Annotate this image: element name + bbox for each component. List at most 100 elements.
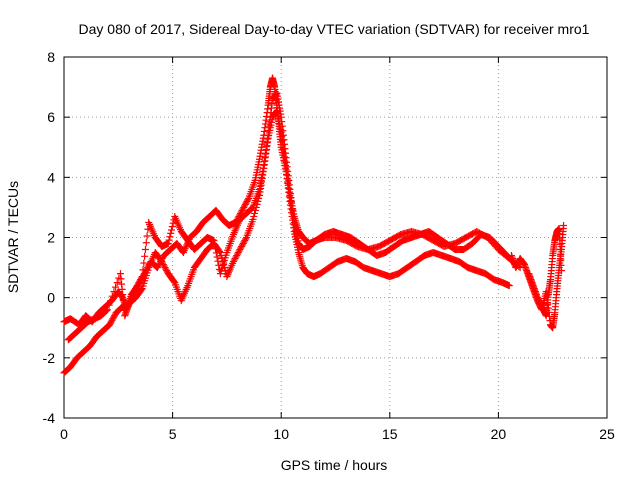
data-point xyxy=(241,200,249,208)
data-point xyxy=(236,246,244,254)
data-point xyxy=(108,292,116,300)
data-point xyxy=(160,262,168,270)
data-point xyxy=(106,319,114,327)
data-point xyxy=(158,258,166,266)
data-point xyxy=(140,259,148,267)
data-point xyxy=(138,273,146,281)
data-point xyxy=(210,237,218,245)
series-track-e xyxy=(525,224,565,320)
data-point xyxy=(168,223,176,231)
x-tick-label: 25 xyxy=(599,426,615,442)
data-point xyxy=(132,285,140,293)
x-tick-label: 20 xyxy=(491,426,507,442)
x-axis-label: GPS time / hours xyxy=(281,457,388,473)
data-point xyxy=(557,267,565,275)
axis-ticks: 0 5 10 15 20 25 -4 -2 0 2 4 6 8 xyxy=(43,49,615,442)
y-tick-label: 6 xyxy=(47,109,55,125)
data-point xyxy=(137,274,145,282)
data-point xyxy=(102,307,110,315)
data-point xyxy=(240,238,248,246)
data-point xyxy=(238,241,246,249)
data-point xyxy=(211,245,219,253)
data-point xyxy=(153,264,161,272)
data-point xyxy=(132,283,140,291)
data-point xyxy=(213,253,221,261)
data-point xyxy=(250,212,258,220)
data-point xyxy=(214,257,222,265)
data-point xyxy=(106,321,114,329)
data-point xyxy=(103,306,111,314)
data-point xyxy=(167,229,175,237)
y-tick-label: -4 xyxy=(43,410,56,426)
x-tick-label: 0 xyxy=(60,426,68,442)
data-point xyxy=(165,236,173,244)
data-points xyxy=(60,74,568,377)
data-point xyxy=(241,202,249,210)
data-point xyxy=(238,243,246,251)
data-point xyxy=(170,277,178,285)
data-point xyxy=(241,237,249,245)
data-point xyxy=(243,197,251,205)
y-axis-label: SDTVAR / TECUs xyxy=(5,181,21,293)
data-point xyxy=(231,255,239,263)
series-track-b xyxy=(60,107,513,377)
data-point xyxy=(251,209,259,217)
data-point xyxy=(216,247,224,255)
data-point xyxy=(137,276,145,284)
data-point xyxy=(230,256,238,264)
data-point xyxy=(560,221,568,229)
x-tick-label: 10 xyxy=(273,426,289,442)
data-point xyxy=(242,199,250,207)
y-tick-label: 8 xyxy=(47,49,55,65)
data-point xyxy=(242,235,250,243)
data-point xyxy=(239,205,247,213)
data-point xyxy=(163,267,171,275)
data-point xyxy=(110,312,118,320)
data-point xyxy=(161,264,169,272)
data-point xyxy=(141,246,149,254)
data-point xyxy=(238,206,246,214)
x-tick-label: 15 xyxy=(382,426,398,442)
series-track-c xyxy=(64,89,524,344)
data-point xyxy=(168,226,176,234)
data-point xyxy=(162,265,170,273)
y-tick-label: 0 xyxy=(47,290,55,306)
data-point xyxy=(240,203,248,211)
data-point xyxy=(109,315,117,323)
data-point xyxy=(107,297,115,305)
x-tick-label: 5 xyxy=(169,426,177,442)
data-point xyxy=(135,279,143,287)
data-point xyxy=(113,279,121,287)
y-tick-label: 4 xyxy=(47,169,55,185)
data-point xyxy=(141,252,149,260)
data-point xyxy=(505,282,513,290)
data-point xyxy=(212,249,220,257)
y-tick-label: -2 xyxy=(43,350,56,366)
data-point xyxy=(108,316,116,324)
data-point xyxy=(103,306,111,314)
data-point xyxy=(169,219,177,227)
data-point xyxy=(249,215,257,223)
data-point xyxy=(142,239,150,247)
data-point xyxy=(166,233,174,241)
data-point xyxy=(133,282,141,290)
data-point xyxy=(107,318,115,326)
data-point xyxy=(110,313,118,321)
data-point xyxy=(237,244,245,252)
data-point xyxy=(232,253,240,261)
data-point xyxy=(154,262,162,270)
data-point xyxy=(110,288,118,296)
data-point xyxy=(244,196,252,204)
data-point xyxy=(248,204,256,212)
data-point xyxy=(211,241,219,249)
data-point xyxy=(164,240,172,248)
chart-title: Day 080 of 2017, Sidereal Day-to-day VTE… xyxy=(79,21,590,37)
data-point xyxy=(159,261,167,269)
data-point xyxy=(143,232,151,240)
data-point xyxy=(105,301,113,309)
data-point xyxy=(233,250,241,258)
data-point xyxy=(134,280,142,288)
data-point xyxy=(235,247,243,255)
data-point xyxy=(112,283,120,291)
